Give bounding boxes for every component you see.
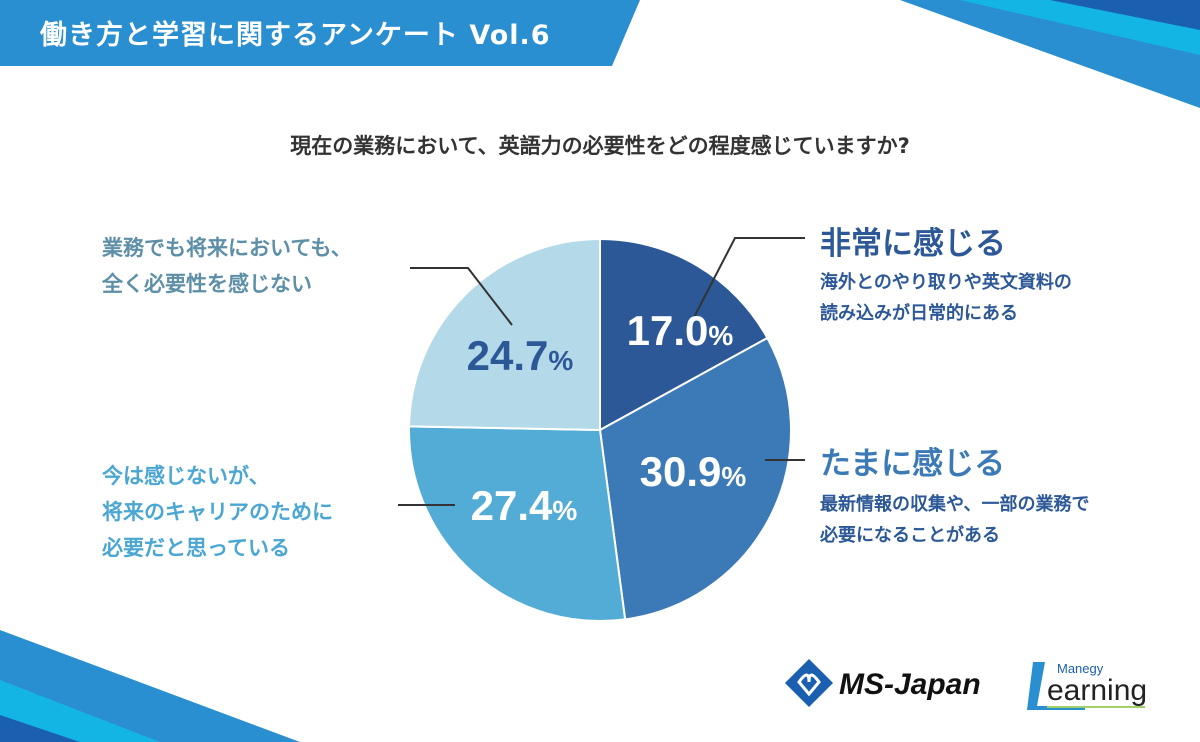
legend-often: 非常に感じる 海外とのやり取りや英文資料の 読み込みが日常的にある: [820, 226, 1072, 324]
pie-slice-4: [408, 237, 601, 432]
pct-label-2: 30.9%: [640, 448, 747, 495]
pct-label-3: 27.4%: [471, 482, 578, 529]
leader-line-4: [410, 267, 513, 326]
pie-slice-2: [598, 336, 792, 621]
corner-decoration-bottom-left: [0, 630, 300, 742]
title-banner: [0, 0, 640, 66]
svg-text:MS-Japan: MS-Japan: [839, 668, 981, 701]
ms-japan-logo: MS-Japan: [784, 658, 999, 712]
svg-text:earning: earning: [1047, 674, 1147, 707]
svg-text:Manegy: Manegy: [1057, 661, 1104, 676]
pie-chart: [408, 237, 792, 622]
manegy-learning-logo: Manegy earning: [1025, 660, 1175, 719]
pct-label-1: 17.0%: [627, 307, 734, 354]
legend-never: 業務でも将来においても、 全く必要性を感じない: [102, 236, 352, 296]
question: 現在の業務において、英語力の必要性をどの程度感じていますか?: [290, 134, 910, 158]
legend-future: 今は感じないが、 将来のキャリアのために 必要だと思っている: [102, 464, 333, 560]
pct-label-4: 24.7%: [467, 332, 574, 379]
survey-title: 働き方と学習に関するアンケート Vol.6: [40, 20, 551, 51]
legend-sometimes: たまに感じる 最新情報の収集や、一部の業務で 必要になることがある: [820, 446, 1090, 546]
leader-lines: [398, 237, 805, 506]
pie-slice-1: [599, 237, 769, 432]
leader-line-1: [689, 237, 805, 326]
corner-decoration-top-right: [900, 0, 1200, 108]
pie-slice-3: [408, 425, 627, 622]
